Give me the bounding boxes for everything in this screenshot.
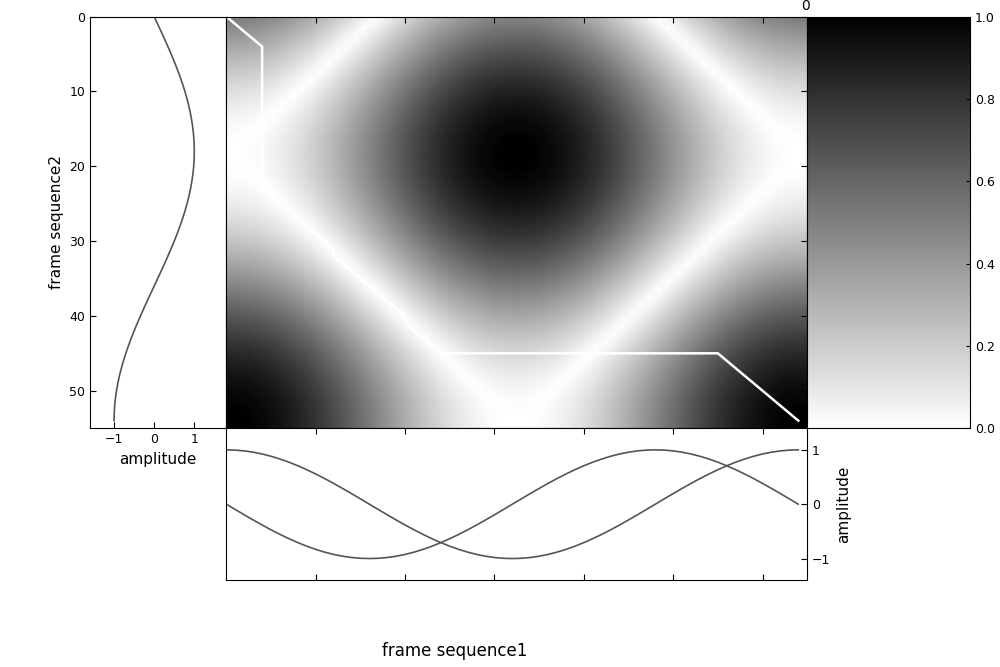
Y-axis label: frame sequence2: frame sequence2 — [49, 155, 64, 289]
Text: frame sequence1: frame sequence1 — [382, 642, 528, 660]
Text: 0: 0 — [801, 0, 810, 13]
X-axis label: amplitude: amplitude — [120, 452, 197, 466]
Y-axis label: amplitude: amplitude — [836, 466, 851, 543]
